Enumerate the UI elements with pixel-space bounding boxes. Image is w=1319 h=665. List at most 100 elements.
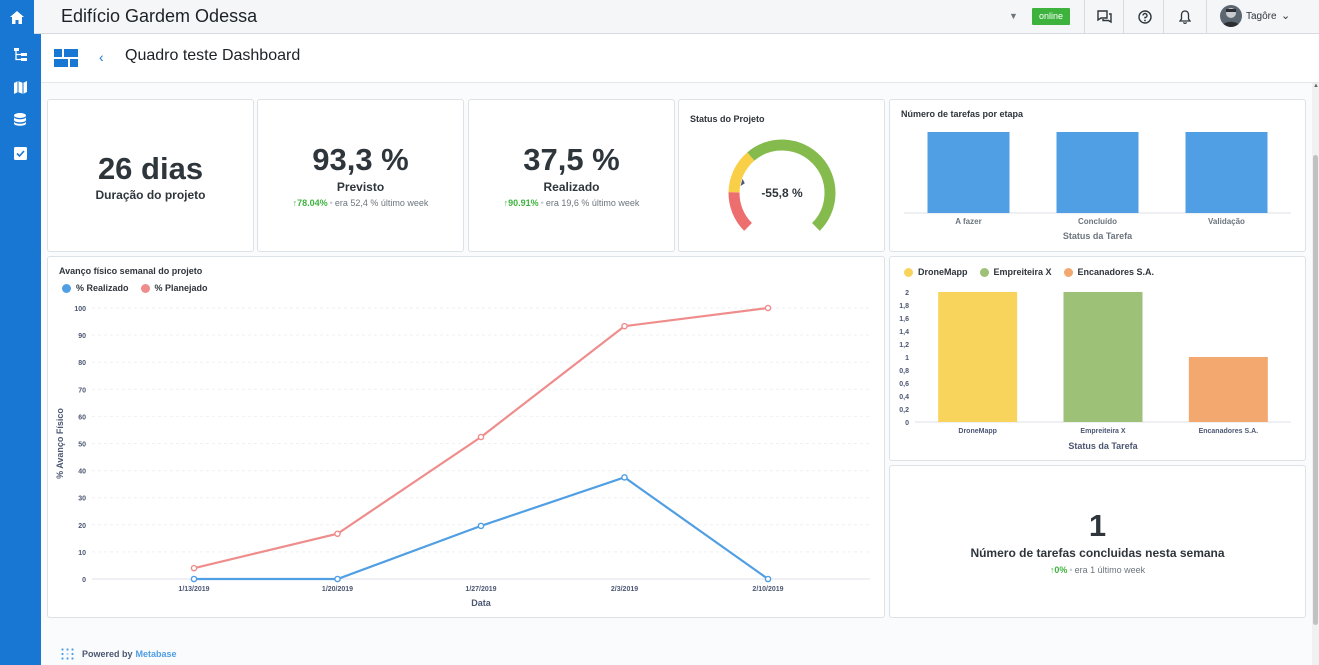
sidebar-item-hierarchy[interactable]	[12, 46, 28, 62]
y-tick-label: 90	[78, 333, 86, 340]
card-title: Número de tarefas por etapa	[901, 109, 1024, 119]
y-tick-label: 80	[78, 360, 86, 367]
bar	[927, 132, 1010, 213]
tasks-by-company-card[interactable]: DroneMapp Empreiteira X Encanadores S.A.…	[889, 256, 1306, 461]
help-button[interactable]	[1135, 7, 1155, 27]
chevron-down-icon[interactable]: ▼	[1009, 11, 1018, 21]
x-tick-label: A fazer	[955, 217, 981, 226]
bar	[938, 292, 1018, 422]
gauge-pointer	[740, 178, 745, 187]
x-tick-label: Empreiteira X	[1080, 428, 1125, 435]
x-tick-label: Encanadores S.A.	[1199, 428, 1259, 435]
x-tick-label: DroneMapp	[958, 428, 997, 435]
gauge-segment	[728, 152, 755, 193]
legend-item[interactable]: % Planejado	[140, 283, 208, 293]
help-icon	[1138, 10, 1152, 24]
trend-percent: 78.04%	[297, 198, 328, 208]
y-tick-label: 0,4	[899, 394, 909, 401]
kpi-value: 37,5 %	[523, 142, 620, 177]
app-title[interactable]: Edifício Gardem Odessa	[61, 6, 258, 26]
weekly-tasks-card[interactable]: 1 Número de tarefas concluidas nesta sem…	[889, 465, 1306, 618]
legend-item[interactable]: Empreiteira X	[979, 267, 1052, 277]
trend-up-arrow-icon: ↑	[503, 198, 509, 208]
x-axis-label: Status da Tarefa	[1063, 231, 1133, 241]
kpi-trend: ↑0% • era 1 último week	[1049, 565, 1146, 575]
y-tick-label: 70	[78, 387, 86, 394]
chevron-down-icon[interactable]: ⌄	[1281, 10, 1291, 22]
y-tick-label: 1,4	[899, 329, 909, 336]
divider	[1123, 0, 1124, 34]
y-tick-label: 0	[905, 420, 909, 427]
y-tick-label: 1	[905, 355, 909, 362]
legend-label: Encanadores S.A.	[1077, 267, 1155, 277]
kpi-card-realizado[interactable]: 37,5 % Realizado ↑90.91% • era 19,6 % últi…	[468, 99, 675, 252]
y-tick-label: 2	[905, 290, 909, 297]
y-tick-label: 0,6	[899, 381, 909, 388]
kpi-label: Número de tarefas concluidas nesta seman…	[970, 546, 1225, 560]
back-button[interactable]: ‹	[99, 49, 104, 65]
kpi-card-previsto[interactable]: 93,3 % Previsto ↑78.04% • era 52,4 % últim…	[257, 99, 464, 252]
y-tick-label: 1,6	[899, 316, 909, 323]
trend-up-arrow-icon: ↑	[1049, 565, 1055, 575]
user-name[interactable]: Tagôre	[1246, 11, 1277, 22]
sidebar-item-map[interactable]	[12, 79, 28, 95]
data-point	[477, 522, 485, 530]
kpi-value: 26 dias	[97, 151, 204, 186]
legend-item[interactable]: Encanadores S.A.	[1063, 267, 1155, 277]
data-point	[621, 322, 628, 330]
scrollbar-thumb[interactable]	[1313, 155, 1318, 625]
chat-button[interactable]	[1094, 7, 1114, 27]
legend-item[interactable]: % Realizado	[62, 283, 129, 293]
data-point	[190, 575, 198, 583]
tasks-bar-chart: A fazer Concluído Validação Status da Taref…	[904, 132, 1291, 241]
trend-comparison: era 1 último week	[1074, 565, 1146, 575]
weekly-progress-card[interactable]: Avanço físico semanal do projeto % Reali…	[47, 256, 885, 618]
footer-brand-link[interactable]: Metabase	[135, 649, 177, 659]
kpi-label: Previsto	[336, 180, 385, 194]
x-tick-label: Validação	[1208, 217, 1245, 226]
gauge-segment	[728, 192, 753, 231]
notifications-button[interactable]	[1175, 7, 1195, 27]
trend-comparison: era 52,4 % último week	[334, 198, 429, 208]
gauge-card[interactable]: Status do Projeto -55,8 %	[678, 99, 885, 252]
kpi-card-duration[interactable]: 26 dias Duração do projeto	[47, 99, 254, 252]
y-tick-label: 0,8	[899, 368, 909, 375]
trend-up-arrow-icon: ↑	[292, 198, 298, 208]
sidebar-item-database[interactable]	[12, 111, 28, 127]
bar	[1185, 132, 1268, 213]
company-bar-chart: 0 0,2 0,4 0,6 0,8 1 1,2 1,4 1,6 1,8 2 DroneMapp Empr…	[899, 290, 1291, 451]
legend-item[interactable]: DroneMapp	[904, 267, 968, 277]
checkbox-icon	[13, 146, 27, 160]
scroll-up-icon[interactable]: ▲	[1313, 83, 1319, 89]
hierarchy-icon	[13, 47, 27, 61]
chat-icon	[1096, 10, 1112, 24]
map-icon	[13, 80, 27, 94]
metabase-logo-icon	[61, 648, 74, 660]
x-tick-label: 2/3/2019	[611, 586, 638, 593]
data-point	[334, 575, 341, 583]
sidebar-item-tasks[interactable]	[12, 145, 28, 161]
avatar[interactable]	[1220, 5, 1242, 27]
bell-icon	[1179, 10, 1191, 24]
x-axis-label: Status da Tarefa	[1068, 441, 1138, 451]
home-button[interactable]	[0, 0, 34, 34]
divider	[1163, 0, 1164, 34]
bar	[1063, 292, 1143, 422]
y-tick-label: 60	[78, 414, 86, 421]
bar	[1188, 357, 1268, 422]
y-tick-label: 100	[74, 306, 86, 313]
data-point	[190, 564, 198, 572]
chart-legend: DroneMapp Empreiteira X Encanadores S.A.	[904, 267, 1166, 277]
home-icon	[10, 10, 24, 24]
footer[interactable]: Powered by Metabase	[61, 648, 177, 660]
y-tick-label: 1,2	[899, 342, 909, 349]
chart-legend: % Realizado % Planejado	[62, 283, 220, 293]
data-point	[334, 530, 341, 538]
x-tick-label: 1/13/2019	[178, 586, 209, 593]
divider	[1206, 0, 1207, 34]
x-tick-label: Concluído	[1078, 217, 1117, 226]
tasks-by-stage-card[interactable]: Número de tarefas por etapa A fazer Concl…	[889, 99, 1306, 252]
card-title: Avanço físico semanal do projeto	[59, 266, 203, 276]
y-tick-label: 1,8	[899, 303, 909, 310]
legend-label: Empreiteira X	[993, 267, 1052, 277]
